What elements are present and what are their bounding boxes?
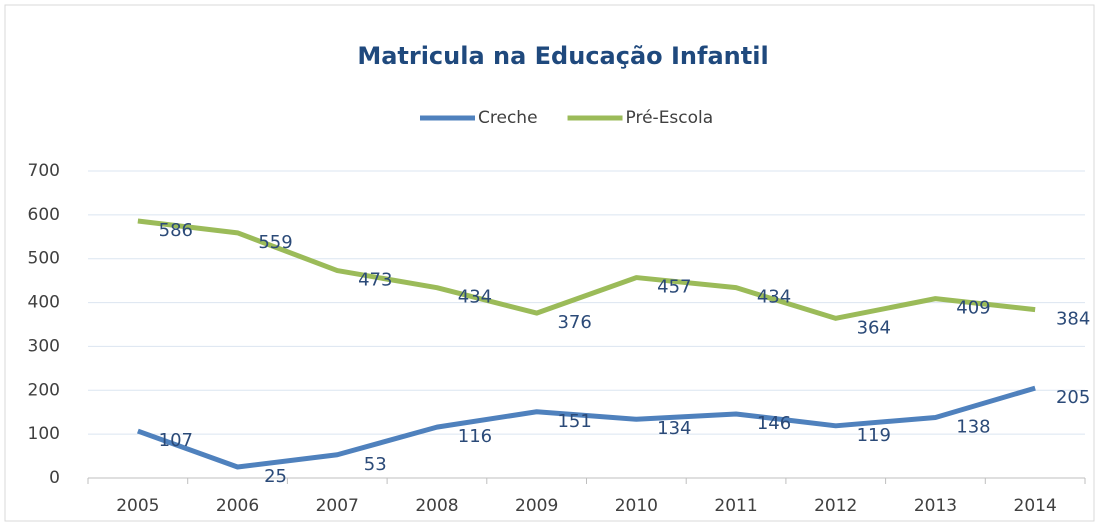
data-label: 434 — [458, 287, 492, 308]
data-label: 384 — [1056, 309, 1090, 330]
x-tick-label: 2009 — [515, 496, 558, 516]
y-tick-label: 0 — [49, 468, 60, 488]
x-tick-label: 2006 — [216, 496, 259, 516]
x-tick-label: 2007 — [316, 496, 359, 516]
data-label: 107 — [159, 430, 193, 451]
data-label: 53 — [364, 454, 387, 475]
y-tick-label: 300 — [28, 336, 60, 356]
data-label: 151 — [557, 411, 591, 432]
data-label: 586 — [159, 220, 193, 241]
data-label: 473 — [358, 270, 392, 291]
x-tick-label: 2013 — [914, 496, 957, 516]
data-label: 25 — [264, 466, 287, 487]
x-tick-label: 2012 — [814, 496, 857, 516]
chart-frame — [4, 4, 1095, 522]
series-line — [137, 385, 1036, 470]
data-label: 409 — [956, 298, 990, 319]
data-label: 559 — [258, 232, 292, 253]
data-label: 434 — [757, 287, 791, 308]
y-tick-label: 200 — [28, 380, 60, 400]
x-tick-label: 2008 — [415, 496, 458, 516]
legend-label: Pré-Escola — [626, 108, 714, 128]
data-label: 138 — [956, 416, 990, 437]
data-label: 457 — [657, 277, 691, 298]
data-label: 146 — [757, 413, 791, 434]
data-label: 376 — [557, 312, 591, 333]
x-tick-label: 2010 — [615, 496, 658, 516]
chart-title: Matricula na Educação Infantil — [357, 42, 768, 70]
y-tick-label: 400 — [28, 293, 60, 313]
data-label: 205 — [1056, 387, 1090, 408]
x-tick-label: 2011 — [714, 496, 757, 516]
legend-label: Creche — [478, 108, 538, 128]
series-line — [137, 218, 1036, 321]
data-label: 116 — [458, 426, 492, 447]
data-label: 119 — [857, 425, 891, 446]
x-tick-label: 2005 — [116, 496, 159, 516]
data-label: 134 — [657, 418, 691, 439]
y-tick-label: 700 — [28, 161, 60, 181]
x-tick-label: 2014 — [1014, 496, 1057, 516]
y-tick-label: 600 — [28, 205, 60, 225]
y-tick-label: 100 — [28, 424, 60, 444]
data-label: 364 — [857, 317, 891, 338]
y-tick-label: 500 — [28, 249, 60, 269]
